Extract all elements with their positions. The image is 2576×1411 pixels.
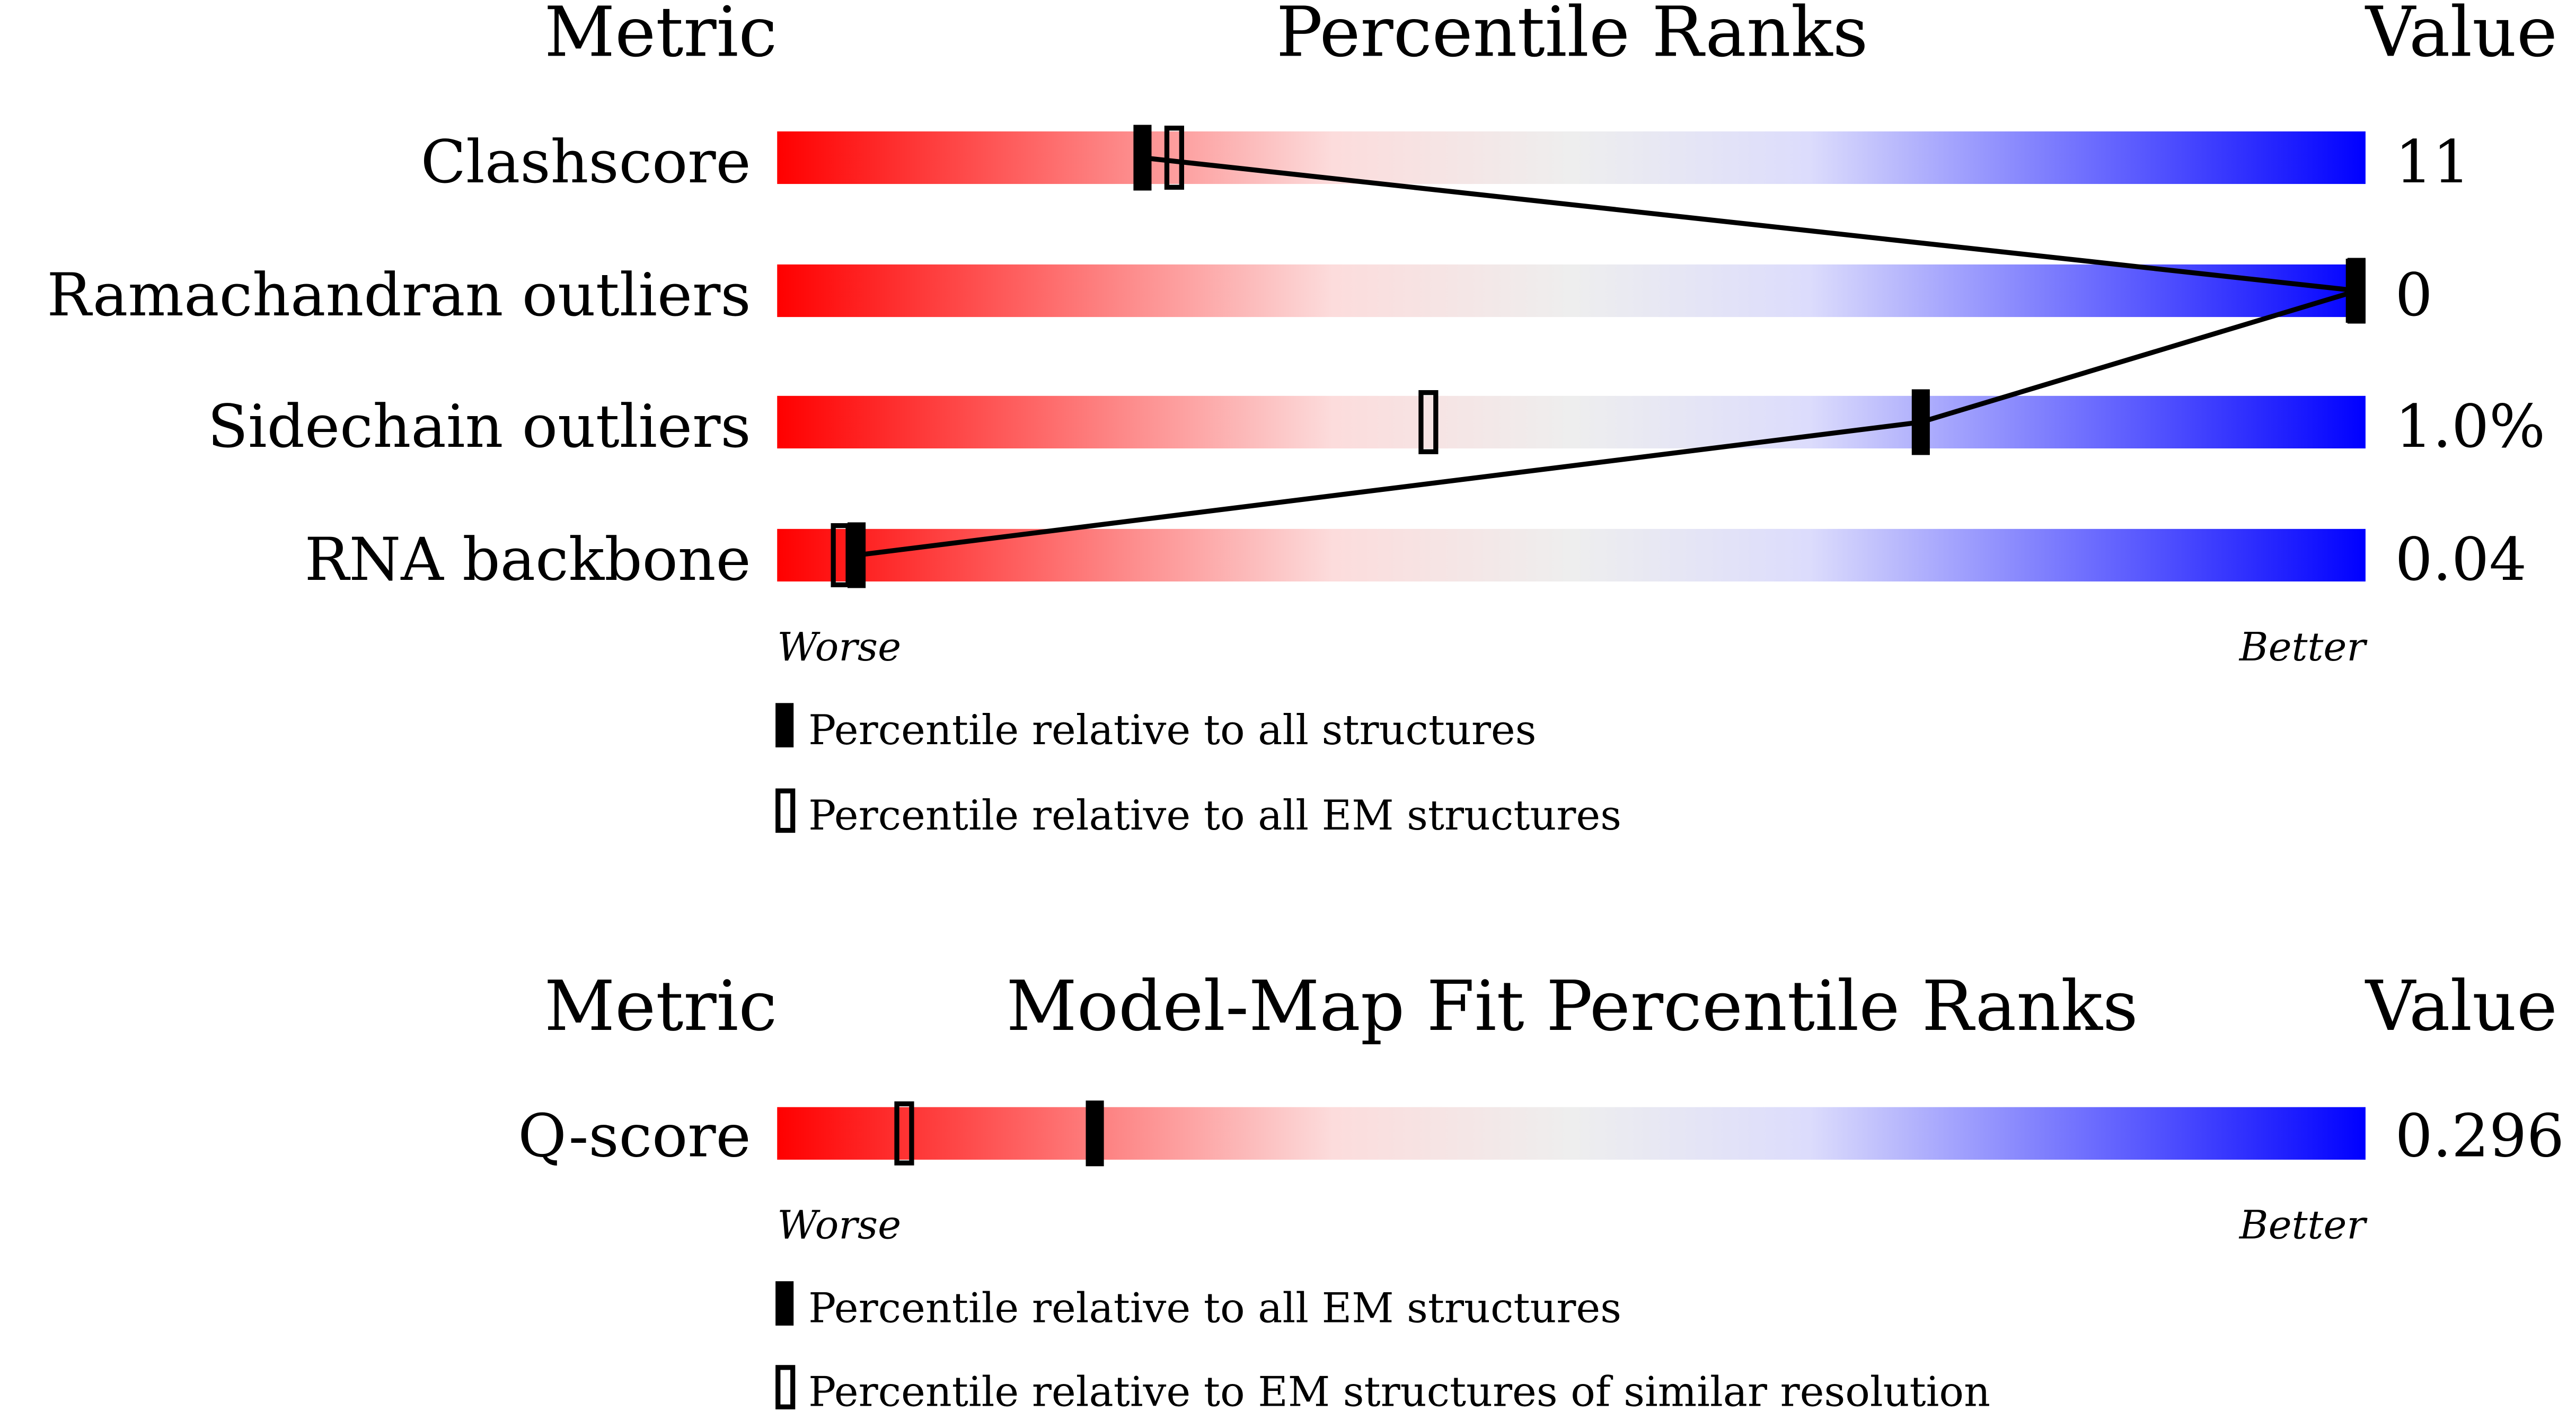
- panel-title: Percentile Ranks: [1276, 0, 1868, 72]
- metric-label-clashscore: Clashscore: [421, 128, 751, 197]
- metric-label-q-score: Q-score: [518, 1102, 751, 1171]
- scale-worse-label-2: Worse: [777, 1202, 901, 1248]
- gradient-bar-clashscore: [777, 131, 2366, 184]
- scale-worse-label: Worse: [777, 624, 901, 670]
- metric-label-rna-backbone: RNA backbone: [305, 525, 751, 594]
- em-percentile-marker: [1164, 126, 1184, 190]
- metric-label-sidechain: Sidechain outliers: [208, 392, 751, 461]
- legend-open-label-2: Percentile relative to EM structures of …: [808, 1369, 1990, 1411]
- value-q-score: 0.296: [2395, 1102, 2564, 1171]
- legend-open-marker-2: [775, 1365, 796, 1409]
- value-ramachandran: 0: [2395, 261, 2433, 330]
- gradient-bar-q-score: [777, 1107, 2366, 1160]
- validation-panel: Metric Percentile Ranks Value Clashscore…: [47, 0, 2557, 840]
- percentile-markers: [831, 125, 2366, 588]
- gradient-bar-rna-backbone: [777, 528, 2366, 582]
- metric-header: Metric: [544, 0, 777, 72]
- value-sidechain: 1.0%: [2395, 392, 2545, 461]
- panel-title-2: Model-Map Fit Percentile Ranks: [1006, 966, 2138, 1046]
- value-clashscore: 11: [2395, 128, 2471, 197]
- legend-filled-label-2: Percentile relative to all EM structures: [808, 1285, 1621, 1333]
- legend-open-marker: [775, 788, 796, 833]
- legend-filled-marker-2: [775, 1281, 794, 1326]
- value-rna-backbone: 0.04: [2395, 525, 2527, 594]
- model-map-fit-panel: Metric Model-Map Fit Percentile Ranks Va…: [518, 966, 2564, 1411]
- scale-better-label: Better: [2238, 624, 2368, 670]
- all-percentile-marker: [1911, 389, 1930, 455]
- value-header-2: Value: [2365, 966, 2557, 1046]
- gradient-bar-sidechain: [777, 395, 2366, 449]
- all-percentile-marker: [848, 522, 866, 588]
- all-percentile-marker: [2347, 258, 2366, 324]
- metric-label-ramachandran: Ramachandran outliers: [47, 261, 751, 330]
- value-header: Value: [2365, 0, 2557, 72]
- similar-resolution-percentile-marker: [894, 1101, 914, 1166]
- percentile-markers-2: [894, 1100, 1104, 1167]
- legend-open-label: Percentile relative to all EM structures: [808, 792, 1621, 840]
- metric-header-2: Metric: [544, 966, 777, 1046]
- all-em-percentile-marker: [1086, 1100, 1104, 1167]
- all-structures-connector-line: [856, 155, 2358, 558]
- em-percentile-marker: [1418, 390, 1439, 454]
- all-percentile-marker: [1133, 125, 1152, 191]
- scale-better-label-2: Better: [2238, 1202, 2368, 1248]
- legend-filled-label: Percentile relative to all structures: [808, 707, 1536, 754]
- legend-filled-marker: [775, 703, 794, 748]
- gradient-bar-ramachandran: [777, 264, 2366, 318]
